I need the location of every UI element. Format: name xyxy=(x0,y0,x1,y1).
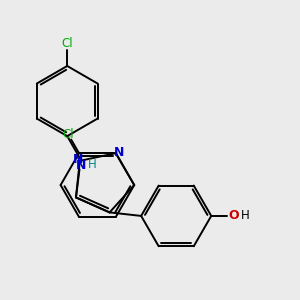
Text: N: N xyxy=(113,146,124,159)
Text: N: N xyxy=(73,153,83,166)
Text: Cl: Cl xyxy=(61,37,73,50)
Text: O: O xyxy=(228,209,238,222)
Text: H: H xyxy=(241,209,250,222)
Text: Cl: Cl xyxy=(62,128,74,141)
Text: N: N xyxy=(76,159,86,172)
Text: H: H xyxy=(88,158,97,171)
